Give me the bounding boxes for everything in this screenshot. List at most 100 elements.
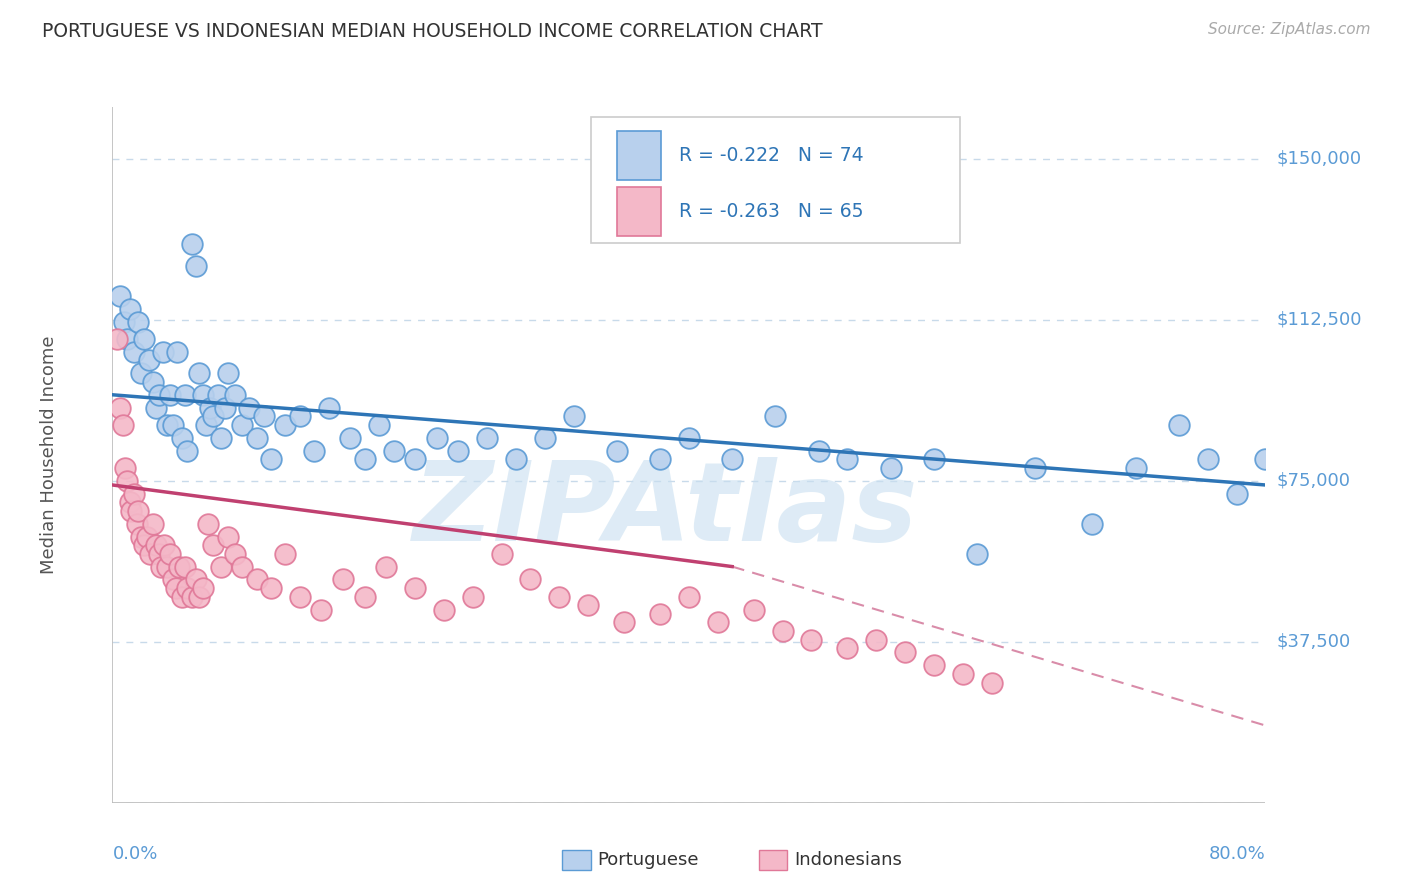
Point [200,401,222,415]
Point [167,559,190,574]
Point [382,443,405,458]
Point [772,624,794,638]
Point [111,417,134,432]
Point [648,452,672,467]
Point [475,431,498,445]
Point [274,547,297,561]
Point [156,559,179,574]
Point [1197,452,1219,467]
Point [1326,460,1348,475]
Point [353,452,375,467]
Point [214,401,236,415]
Point [922,658,945,673]
Point [118,301,141,316]
Point [260,581,283,595]
Point [165,581,187,595]
Point [433,602,456,616]
Text: PORTUGUESE VS INDONESIAN MEDIAN HOUSEHOLD INCOME CORRELATION CHART: PORTUGUESE VS INDONESIAN MEDIAN HOUSEHOL… [42,22,823,41]
Point [153,538,176,552]
Text: Indonesians: Indonesians [794,851,903,869]
Point [173,388,195,402]
Point [245,431,267,445]
Point [1024,460,1046,475]
FancyBboxPatch shape [617,131,661,180]
Point [152,344,174,359]
Point [193,388,215,402]
Point [170,590,193,604]
Point [118,495,141,509]
Point [562,409,585,424]
Point [648,607,672,621]
Point [952,667,974,681]
Point [742,602,765,616]
Point [318,401,340,415]
Point [115,474,138,488]
Point [339,431,361,445]
Point [894,645,917,659]
Text: $37,500: $37,500 [1277,632,1351,651]
Point [148,388,170,402]
Point [197,516,219,531]
Point [1125,460,1147,475]
Point [1282,504,1305,518]
Point [127,315,149,329]
Point [311,602,333,616]
Point [139,547,162,561]
Point [505,452,527,467]
Point [142,516,165,531]
FancyBboxPatch shape [591,118,960,243]
Point [548,590,571,604]
Point [207,388,229,402]
Point [142,375,165,389]
Point [180,590,202,604]
Point [260,452,283,467]
Point [613,615,636,630]
Point [209,559,232,574]
Point [404,581,426,595]
Text: Median Household Income: Median Household Income [39,335,58,574]
Point [533,431,555,445]
Point [217,367,239,381]
Point [148,547,170,561]
Point [145,538,167,552]
Point [231,559,253,574]
Point [122,486,145,500]
Point [678,590,700,604]
Point [188,367,211,381]
Point [807,443,830,458]
Text: Source: ZipAtlas.com: Source: ZipAtlas.com [1208,22,1371,37]
Text: 80.0%: 80.0% [1209,845,1265,863]
Point [193,581,215,595]
Point [209,431,232,445]
Point [837,641,859,656]
Point [880,460,903,475]
Point [966,547,988,561]
Point [1355,460,1378,475]
Point [606,443,628,458]
Text: 0.0%: 0.0% [112,845,157,863]
Point [184,259,207,273]
Point [176,581,198,595]
Point [162,417,184,432]
Point [112,315,135,329]
Text: $112,500: $112,500 [1277,310,1362,328]
Point [721,452,744,467]
Point [288,590,311,604]
Point [108,401,131,415]
Point [224,388,246,402]
Point [922,452,945,467]
Point [231,417,253,432]
Point [129,367,153,381]
Point [114,460,136,475]
Point [461,590,484,604]
Point [447,443,470,458]
Point [353,590,375,604]
Text: Portuguese: Portuguese [598,851,699,869]
Text: $150,000: $150,000 [1277,150,1361,168]
Point [837,452,859,467]
Point [170,431,193,445]
Point [1369,216,1392,230]
Point [274,417,297,432]
Text: R = -0.263   N = 65: R = -0.263 N = 65 [679,202,863,221]
FancyBboxPatch shape [617,187,661,235]
